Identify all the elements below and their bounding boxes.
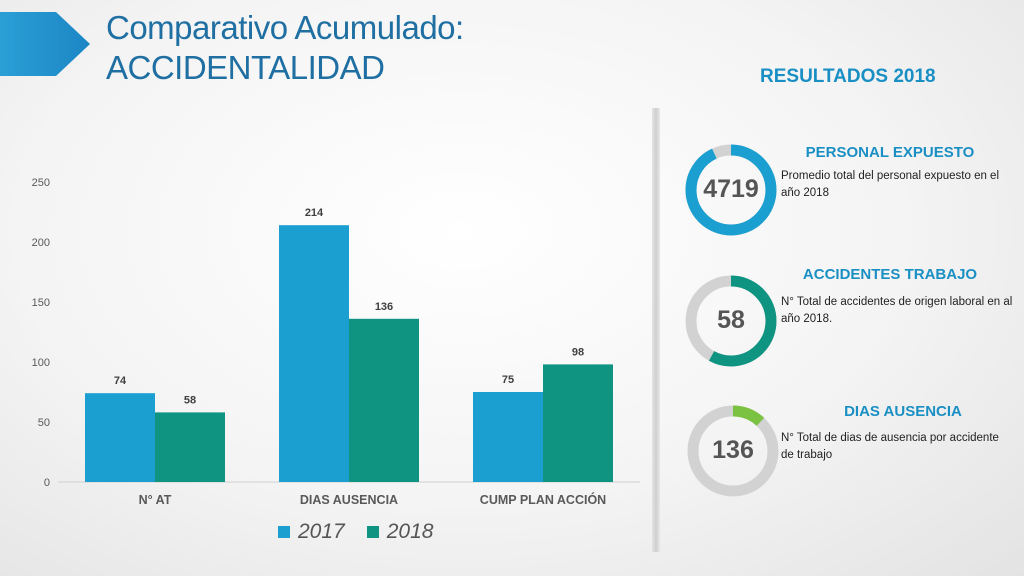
chevron-arrow-icon	[0, 12, 90, 76]
page-title-line1: Comparativo Acumulado:	[106, 9, 464, 46]
chart-legend: 2017 2018	[278, 520, 433, 544]
legend-item-2018: 2018	[366, 520, 434, 544]
legend-item-2017: 2017	[278, 520, 345, 544]
bar-2018	[155, 412, 225, 482]
kpi-description: N° Total de accidentes de origen laboral…	[781, 296, 1013, 325]
data-label: 214	[305, 207, 324, 219]
y-tick-label: 250	[32, 177, 50, 189]
page-title-line2: ACCIDENTALIDAD	[106, 49, 385, 86]
x-tick-label: DIAS AUSENCIA	[300, 493, 398, 507]
donut-fill	[687, 405, 779, 497]
y-tick-label: 50	[38, 417, 50, 429]
y-tick-label: 200	[32, 237, 50, 249]
kpi-value: 4719	[703, 175, 759, 203]
bar-2017	[85, 393, 155, 482]
legend-swatch-2018	[366, 526, 379, 538]
kpi-title: DIAS AUSENCIA	[844, 403, 962, 420]
x-tick-label: CUMP PLAN ACCIÓN	[480, 492, 606, 507]
y-tick-label: 0	[44, 477, 50, 489]
section-divider	[652, 108, 660, 552]
data-label: 58	[184, 394, 196, 406]
donut-fill	[685, 275, 777, 367]
kpi-description: Promedio total del personal expuesto en …	[781, 170, 1000, 199]
data-label: 98	[572, 346, 584, 358]
bar-2017	[473, 392, 543, 482]
donut-ring	[685, 275, 777, 367]
x-tick-label: N° AT	[139, 493, 172, 507]
kpi-title: ACCIDENTES TRABAJO	[802, 266, 978, 283]
legend-label-2018: 2018	[386, 520, 434, 543]
data-label: 74	[114, 375, 127, 387]
kpi-value: 58	[717, 306, 745, 334]
kpi-title: PERSONAL EXPUESTO	[805, 144, 975, 161]
donut-fill	[685, 144, 777, 236]
legend-swatch-2017	[278, 526, 290, 538]
donut-ring	[685, 144, 777, 236]
y-tick-label: 100	[32, 357, 50, 369]
kpi-description: N° Total de dias de ausencia por acciden…	[781, 432, 999, 461]
donut-ring	[687, 405, 779, 497]
y-tick-label: 150	[32, 297, 50, 309]
data-label: 136	[375, 301, 393, 313]
bar-2018	[543, 364, 613, 482]
page-title: Comparativo Acumulado: ACCIDENTALIDAD	[106, 8, 464, 88]
bar-chart: 0 50 100 150 200 250 74 58 N° AT 214 136 DIAS AUSEN…	[32, 177, 640, 507]
kpi-value: 136	[712, 436, 754, 464]
bar-2018	[349, 318, 419, 482]
legend-label-2017: 2017	[298, 520, 345, 543]
data-label: 75	[502, 374, 514, 386]
bar-2017	[279, 225, 349, 482]
results-heading: RESULTADOS 2018	[760, 66, 936, 87]
